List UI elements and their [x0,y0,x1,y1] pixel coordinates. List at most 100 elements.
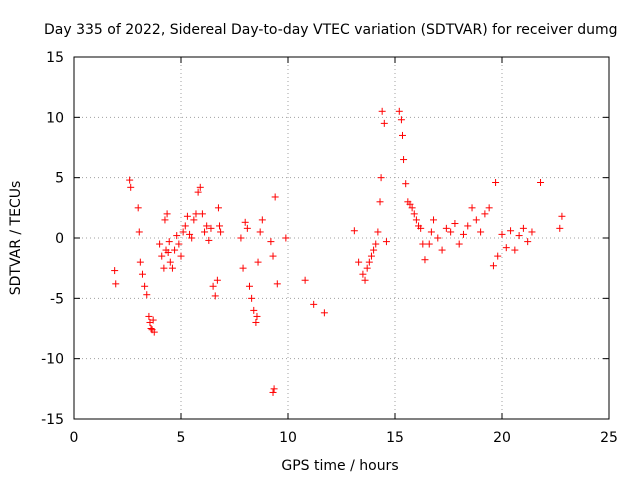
y-tick-label: -5 [50,291,64,307]
data-point [494,252,502,260]
data-point [455,240,463,248]
data-point [196,183,204,191]
data-point [150,328,158,336]
data-point [528,228,536,236]
data-point [395,107,403,115]
data-point [164,248,172,256]
data-point [111,267,119,275]
data-point [166,258,174,266]
data-point [214,204,222,212]
data-point [177,252,185,260]
data-point [412,216,420,224]
data-point [138,270,146,278]
data-point [477,228,485,236]
data-points [111,107,566,396]
data-point [136,258,144,266]
data-point [378,107,386,115]
data-point [112,280,120,288]
data-point [400,156,408,164]
data-point [267,238,275,246]
data-point [237,234,245,242]
data-point [485,204,493,212]
data-point [320,309,328,317]
data-point [158,252,166,260]
data-point [377,174,385,182]
data-point [406,200,414,208]
data-point [397,116,405,124]
data-point [190,216,198,224]
data-point [201,228,209,236]
data-point [147,325,155,332]
y-tick-label: -10 [41,352,64,368]
data-point [161,216,169,224]
data-point [270,385,278,393]
data-point [370,246,378,254]
data-point [376,198,384,206]
data-point [556,224,564,232]
data-point [207,224,215,232]
data-point [175,240,183,248]
data-point [149,316,157,324]
data-point [367,252,375,260]
y-tick-label: 15 [46,50,64,66]
data-point [408,204,416,212]
x-tick-label: 20 [493,430,511,446]
data-point [481,210,489,218]
data-point [211,292,219,300]
data-point [442,224,450,232]
data-point [171,246,179,254]
data-point [427,228,435,236]
axis-ticks: 0 5 10 15 20 25 -15 -10 -5 0 5 10 15 [41,50,618,446]
data-point [135,228,143,236]
data-point [438,246,446,254]
data-point [209,282,217,290]
data-point [434,234,442,242]
data-point [156,240,164,248]
data-point [524,238,532,246]
data-point [355,258,363,266]
data-point [258,216,266,224]
x-tick-label: 10 [279,430,297,446]
x-tick-label: 25 [600,430,618,446]
y-tick-label: -15 [41,412,64,428]
data-point [361,276,369,284]
y-tick-label: 10 [46,110,64,126]
data-point [380,119,388,127]
data-point [188,234,196,242]
data-point [205,236,213,244]
data-point [419,240,427,248]
data-point [186,230,194,238]
data-point [374,228,382,236]
data-point [558,212,566,220]
data-point [269,388,277,396]
data-point [194,188,202,196]
data-point [127,183,135,191]
data-point [502,244,510,252]
data-point [451,220,459,228]
data-point [271,193,279,201]
data-point [181,222,189,230]
x-tick-label: 15 [386,430,404,446]
data-point [241,218,249,226]
data-point [365,258,373,266]
data-point [143,291,151,299]
data-point [310,300,318,308]
data-point [398,131,406,139]
data-point [511,246,519,254]
data-point [269,252,277,260]
y-tick-label: 0 [55,231,64,247]
x-tick-label: 5 [177,430,186,446]
data-point [243,224,251,232]
data-point [160,264,168,272]
data-point [350,227,358,235]
x-axis-label: GPS time / hours [281,458,398,474]
data-point [519,224,527,232]
data-point [282,234,290,242]
data-point [168,264,176,272]
data-point [507,227,515,235]
data-point [402,180,410,188]
data-point [141,282,149,290]
data-point [239,264,247,272]
data-point [447,228,455,236]
